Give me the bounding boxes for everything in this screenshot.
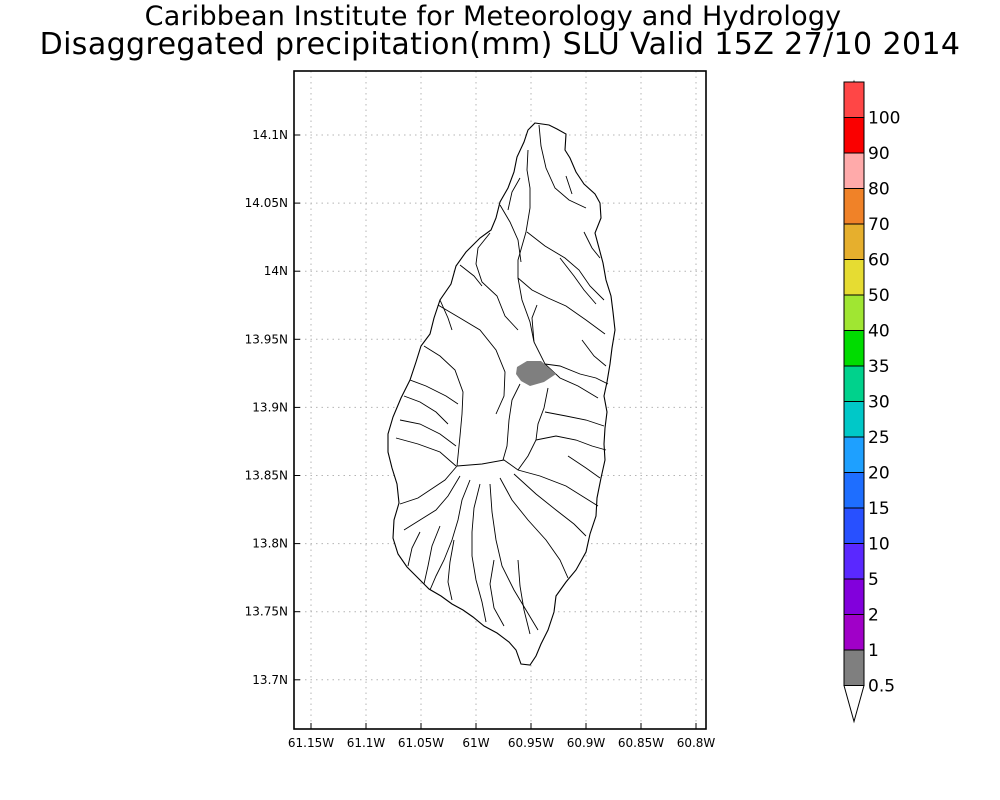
colorbar-swatch bbox=[843, 365, 865, 402]
y-tick-label: 13.95N bbox=[245, 332, 288, 346]
y-tick-label: 13.7N bbox=[252, 673, 288, 687]
x-tick-label: 60.8W bbox=[677, 736, 716, 750]
map-frame bbox=[293, 70, 707, 730]
colorbar-swatch bbox=[843, 614, 865, 651]
colorbar-label: 30 bbox=[868, 393, 890, 413]
watershed-boundaries bbox=[395, 124, 609, 635]
colorbar-label: 0.5 bbox=[868, 677, 895, 697]
x-tick-label: 61W bbox=[462, 736, 489, 750]
x-tick-label: 60.85W bbox=[618, 736, 664, 750]
colorbar-label: 50 bbox=[868, 286, 890, 306]
x-tick-label: 60.9W bbox=[567, 736, 606, 750]
colorbar-swatch bbox=[843, 507, 865, 544]
y-tick-label: 14.05N bbox=[245, 196, 288, 210]
colorbar-swatch bbox=[843, 81, 865, 118]
colorbar-label: 20 bbox=[868, 464, 890, 484]
x-tick-label: 61.15W bbox=[288, 736, 334, 750]
y-tick-label: 13.75N bbox=[245, 605, 288, 619]
x-tick-label: 61.05W bbox=[398, 736, 444, 750]
colorbar-label: 100 bbox=[868, 109, 900, 129]
colorbar-label: 35 bbox=[868, 357, 890, 377]
y-axis-ticks: 14.1N 14.05N 14N 13.95N 13.9N 13.85N 13.8N 13.7… bbox=[245, 128, 300, 687]
colorbar-label: 80 bbox=[868, 180, 890, 200]
precip-shaded-area bbox=[516, 361, 556, 386]
chart-subtitle: Disaggregated precipitation(mm) SLU Vali… bbox=[39, 27, 961, 62]
y-tick-label: 14.1N bbox=[252, 128, 288, 142]
colorbar-label: 90 bbox=[868, 144, 890, 164]
st-lucia-island bbox=[387, 122, 616, 666]
colorbar-swatch bbox=[843, 188, 865, 225]
colorbar-label: 1 bbox=[868, 641, 879, 661]
colorbar-label: 60 bbox=[868, 251, 890, 271]
y-tick-label: 13.9N bbox=[252, 400, 288, 414]
y-tick-label: 13.85N bbox=[245, 469, 288, 483]
colorbar-under-triangle bbox=[843, 685, 865, 724]
colorbar-swatch bbox=[843, 401, 865, 438]
colorbar-swatch bbox=[843, 294, 865, 331]
colorbar-label: 15 bbox=[868, 499, 890, 519]
colorbar-label: 10 bbox=[868, 535, 890, 555]
colorbar-label: 2 bbox=[868, 606, 879, 626]
x-tick-label: 60.95W bbox=[508, 736, 554, 750]
colorbar-swatch bbox=[843, 223, 865, 260]
colorbar-swatch bbox=[843, 472, 865, 509]
colorbar-swatch bbox=[843, 117, 865, 154]
colorbar-label: 25 bbox=[868, 428, 890, 448]
colorbar-swatch bbox=[843, 543, 865, 580]
colorbar-swatch bbox=[843, 330, 865, 367]
island-coastline bbox=[387, 122, 616, 666]
colorbar-swatch bbox=[843, 578, 865, 615]
colorbar-label: 5 bbox=[868, 570, 879, 590]
colorbar-label: 70 bbox=[868, 215, 890, 235]
colorbar-label: 40 bbox=[868, 322, 890, 342]
colorbar-swatch bbox=[843, 649, 865, 686]
y-tick-label: 13.8N bbox=[252, 537, 288, 551]
colorbar-swatch bbox=[843, 436, 865, 473]
x-tick-label: 61.1W bbox=[347, 736, 386, 750]
colorbar-swatch bbox=[843, 259, 865, 296]
x-axis-ticks: 61.15W 61.1W 61.05W 61W 60.95W 60.9W 60.85W 60.… bbox=[288, 723, 716, 750]
y-tick-label: 14N bbox=[264, 264, 288, 278]
chart-title: Caribbean Institute for Meteorology and … bbox=[144, 1, 842, 32]
colorbar-swatch bbox=[843, 152, 865, 189]
